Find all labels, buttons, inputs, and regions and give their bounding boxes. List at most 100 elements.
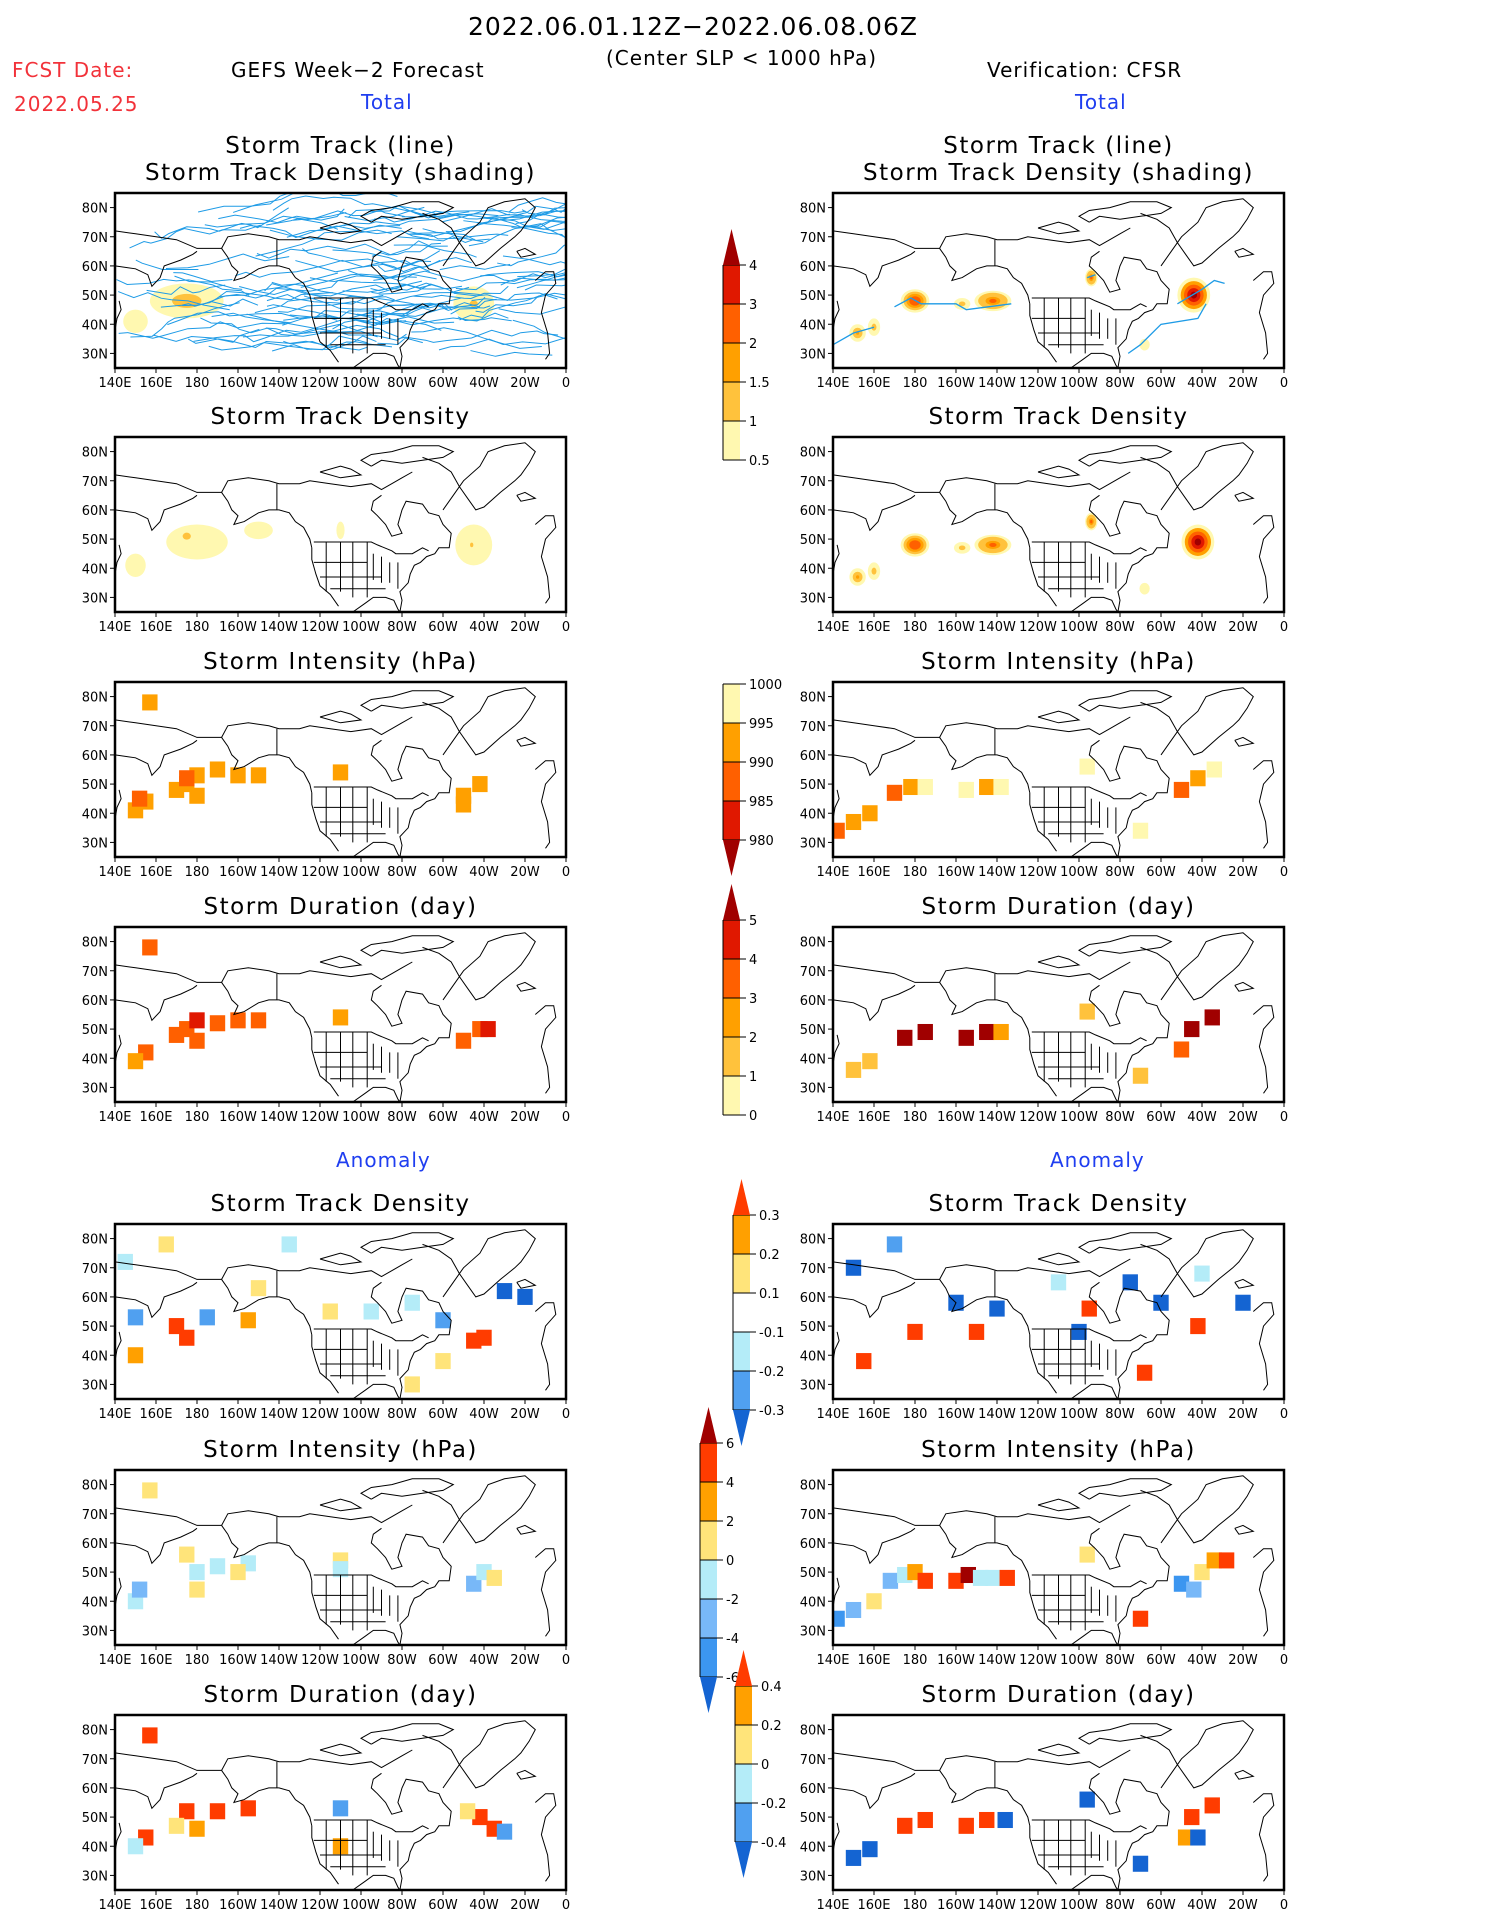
lat-tick-label: 30N <box>82 836 108 851</box>
lon-tick-label: 0 <box>562 1653 570 1668</box>
lat-tick-label: 60N <box>82 260 108 275</box>
lat-tick-label: 80N <box>800 446 826 461</box>
lon-tick-label: 120W <box>1019 376 1057 391</box>
lon-tick-label: 0 <box>1280 865 1288 880</box>
lat-tick-label: 40N <box>82 1840 108 1855</box>
fcst-intensity-map: 80N 70N 60N 50N 40N 30N 140E 160E 180 160W 140W 120… <box>82 680 570 880</box>
colorbar-segment <box>723 382 740 421</box>
lon-tick-label: 180 <box>185 376 210 391</box>
storm-track-line <box>272 195 425 212</box>
coastline <box>939 471 1131 493</box>
map-svg: 80N 70N 60N 50N 40N 30N 140E 160E 180 160W 140W 120… <box>82 191 570 391</box>
coastline <box>516 1278 537 1289</box>
grid-cell <box>1206 761 1222 778</box>
coastline <box>352 841 401 857</box>
lon-tick-label: 20W <box>1228 620 1258 635</box>
colorbar-segment <box>723 1037 740 1076</box>
coastline <box>1252 271 1275 360</box>
map-frame <box>113 1222 568 1401</box>
lat-tick-label: 40N <box>800 1052 826 1067</box>
colorbar-segment <box>723 920 740 959</box>
grid-cell <box>230 767 246 784</box>
coastline <box>352 352 401 368</box>
right-source-title: Verification: CFSR <box>987 58 1183 82</box>
lat-tick-label: 60N <box>800 1537 826 1552</box>
lon-tick-label: 120W <box>1019 1898 1057 1913</box>
coastline <box>1037 1252 1081 1266</box>
lon-tick-label: 100W <box>1060 1653 1098 1668</box>
coastline <box>833 1261 940 1280</box>
coastline <box>1077 1723 1173 1745</box>
coastline <box>422 1229 536 1298</box>
lat-tick-label: 60N <box>82 749 108 764</box>
lon-tick-label: 80W <box>387 1898 417 1913</box>
coastline <box>1031 1819 1147 1833</box>
storm-track-line <box>371 280 423 294</box>
storm-track-line <box>521 207 566 216</box>
lon-tick-label: 140W <box>260 1898 298 1913</box>
map-frame <box>831 1468 1286 1647</box>
grid-cell <box>897 1817 913 1834</box>
grid-cell <box>209 1558 226 1575</box>
coastline <box>1088 494 1170 612</box>
grid-cell <box>476 1329 492 1346</box>
lon-tick-label: 80W <box>387 376 417 391</box>
lat-tick-label: 80N <box>800 1479 826 1494</box>
grid-cell <box>958 781 974 798</box>
coastline <box>1037 465 1081 479</box>
colorbar-label: -4 <box>726 1632 739 1647</box>
coastline <box>352 1086 401 1102</box>
coastline <box>939 1504 1131 1526</box>
lon-tick-label: 160E <box>857 376 890 391</box>
density-shade <box>1143 587 1146 590</box>
lat-tick-label: 70N <box>800 720 826 735</box>
lat-tick-label: 80N <box>800 936 826 951</box>
lat-tick-label: 80N <box>82 202 108 217</box>
lat-tick-label: 60N <box>800 1782 826 1797</box>
coastline <box>115 1752 222 1771</box>
storm-track-line <box>1086 274 1096 279</box>
lon-tick-label: 160E <box>139 1653 172 1668</box>
storm-track-line <box>413 285 509 300</box>
grid-cell <box>1079 758 1095 775</box>
coastline <box>1077 1478 1173 1500</box>
coastline <box>1070 1629 1119 1645</box>
coastline <box>1031 1574 1147 1588</box>
grid-cell <box>1177 1829 1194 1846</box>
lat-tick-label: 40N <box>800 807 826 822</box>
map-frame <box>831 435 1286 614</box>
coastline <box>370 739 452 857</box>
lon-tick-label: 60W <box>428 1653 458 1668</box>
lon-tick-label: 140E <box>816 865 849 880</box>
lat-tick-label: 70N <box>82 475 108 490</box>
lat-tick-label: 30N <box>800 1624 826 1639</box>
right-total-label: Total <box>1075 90 1127 114</box>
storm-track-line <box>475 295 539 313</box>
lon-tick-label: 20W <box>1228 376 1258 391</box>
lon-tick-label: 40W <box>469 1110 499 1125</box>
grid-cell <box>250 1012 267 1029</box>
storm-track-line <box>343 213 499 227</box>
lon-tick-label: 180 <box>903 1653 928 1668</box>
coastline <box>311 547 339 607</box>
lon-tick-label: 60W <box>428 1110 458 1125</box>
lon-tick-label: 140W <box>260 1653 298 1668</box>
lon-tick-label: 160W <box>219 1407 257 1422</box>
coastline <box>534 1302 557 1391</box>
storm-track-line <box>477 210 566 225</box>
grid-cell <box>127 1053 144 1070</box>
lon-tick-label: 80W <box>1105 1110 1135 1125</box>
coastline <box>939 961 1131 983</box>
lon-tick-label: 160E <box>857 1653 890 1668</box>
lon-tick-label: 60W <box>1146 620 1176 635</box>
lon-tick-label: 100W <box>1060 376 1098 391</box>
coastline <box>833 719 940 738</box>
lon-tick-label: 60W <box>1146 1653 1176 1668</box>
coastline <box>359 935 455 957</box>
verif-density-map: 80N 70N 60N 50N 40N 30N 140E 160E 180 160W 140W 120… <box>800 435 1288 635</box>
grid-cell <box>917 1811 933 1829</box>
lon-tick-label: 140E <box>98 376 131 391</box>
fcst-intensity-anom-map: 80N 70N 60N 50N 40N 30N 140E 160E 180 160W 140W 120… <box>82 1468 570 1668</box>
lon-tick-label: 160E <box>857 865 890 880</box>
density-shade <box>1143 343 1146 346</box>
